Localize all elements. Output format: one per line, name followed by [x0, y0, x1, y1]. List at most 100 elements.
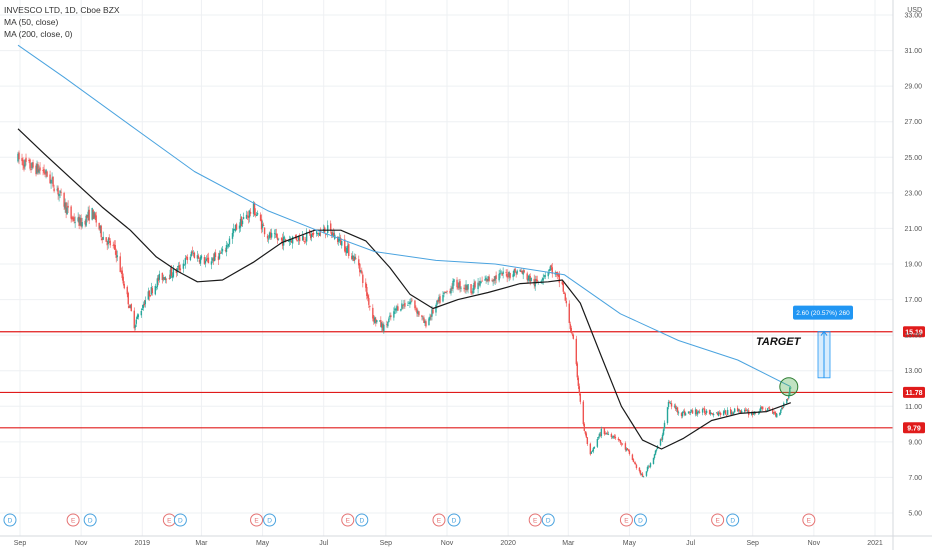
candle-body — [383, 324, 385, 332]
candle-body — [397, 306, 399, 311]
price-tick-label: 9.00 — [908, 439, 922, 446]
earnings-marker[interactable] — [66, 513, 80, 527]
candle-body — [374, 317, 376, 324]
candle-body — [558, 274, 560, 283]
candle-body — [717, 412, 720, 416]
candle-body — [499, 273, 501, 275]
candle-body — [330, 223, 332, 231]
earnings-marker[interactable] — [802, 513, 816, 527]
earnings-marker[interactable] — [250, 513, 264, 527]
candle-body — [450, 288, 452, 294]
candle-body — [719, 412, 722, 416]
candle-body — [570, 328, 572, 334]
candle-body — [662, 429, 665, 435]
range-arrow-head — [820, 330, 828, 336]
dividend-marker[interactable] — [263, 513, 277, 527]
indicator-ma50[interactable]: MA (50, close) — [4, 17, 59, 27]
target-range[interactable]: 2.60 (20.57%) 260 — [793, 305, 853, 379]
candle-body — [548, 269, 550, 271]
instrument-title[interactable]: INVESCO LTD, 1D, Cboe BZX — [4, 5, 120, 15]
level-price-tag — [903, 326, 925, 338]
dividend-marker[interactable] — [726, 513, 740, 527]
candle-body — [340, 238, 342, 245]
candle-body — [596, 438, 599, 447]
candle-body — [478, 283, 480, 285]
candle-body — [683, 410, 686, 415]
candle-body — [353, 256, 355, 261]
candle-body — [471, 292, 473, 294]
dividend-marker[interactable] — [541, 513, 555, 527]
earnings-marker[interactable] — [619, 513, 633, 527]
candle-body — [183, 264, 186, 266]
candle-body — [747, 410, 749, 412]
candle-body — [593, 446, 596, 449]
candle-body — [379, 320, 381, 322]
candle-body — [687, 411, 690, 414]
candle-body — [128, 305, 130, 309]
candle-body — [296, 240, 299, 242]
candle-body — [245, 214, 248, 219]
candle-body — [501, 272, 503, 276]
earnings-marker[interactable] — [528, 513, 542, 527]
currency-label: USD — [907, 7, 922, 14]
candle-body — [515, 273, 517, 275]
dividend-marker[interactable] — [83, 513, 97, 527]
candle-body — [408, 303, 410, 305]
price-tick-label: 25.00 — [904, 155, 922, 162]
dividend-marker[interactable] — [3, 513, 17, 527]
earnings-marker[interactable] — [341, 513, 355, 527]
candle-body — [563, 292, 565, 294]
candle-body — [549, 266, 551, 271]
earnings-marker[interactable] — [711, 513, 725, 527]
candle-body — [502, 271, 504, 274]
candle-body — [418, 311, 420, 316]
event-marker-label: D — [452, 518, 457, 525]
price-tick-label: 29.00 — [904, 84, 922, 91]
candle-body — [345, 250, 347, 253]
candle-body — [599, 434, 602, 436]
horizontal-levels[interactable]: 15.19 11.78 9.79 — [0, 326, 925, 434]
candle-body — [586, 437, 589, 444]
candle-body — [164, 277, 167, 281]
candle-body — [485, 277, 487, 280]
candle-body — [43, 168, 45, 173]
candle-body — [39, 167, 41, 171]
candle-body — [619, 439, 622, 443]
time-axis[interactable]: Sep Nov 2019 Mar May Jul Sep Nov 2020 Mar May Jul Se… — [0, 535, 932, 547]
dividend-marker[interactable] — [633, 513, 647, 527]
candle-body — [459, 281, 461, 289]
candle-body — [458, 282, 460, 288]
candle-body — [64, 202, 66, 209]
dividend-marker[interactable] — [447, 513, 461, 527]
dividend-marker[interactable] — [355, 513, 369, 527]
earnings-marker[interactable] — [432, 513, 446, 527]
candle-body — [726, 409, 729, 415]
time-tick-label: 2021 — [867, 540, 883, 547]
candle-body — [403, 304, 405, 305]
candle-body — [287, 241, 290, 243]
candle-body — [344, 239, 346, 252]
candle-body — [655, 449, 658, 451]
candle-body — [431, 309, 433, 317]
candle-body — [126, 286, 128, 295]
candle-body — [402, 304, 404, 306]
candle-body — [577, 377, 580, 386]
candle-body — [176, 268, 179, 272]
candle-body — [758, 412, 760, 414]
dividend-marker[interactable] — [173, 513, 187, 527]
candle-body — [437, 300, 439, 303]
candle-body — [184, 258, 187, 265]
indicator-ma200[interactable]: MA (200, close, 0) — [4, 29, 73, 39]
candle-body — [673, 405, 676, 407]
candle-body — [186, 257, 189, 261]
candle-body — [410, 301, 412, 303]
candle-body — [780, 409, 782, 414]
candle-body — [790, 387, 792, 389]
candle-body — [774, 412, 776, 414]
price-axis[interactable]: 5.00 7.00 9.00 11.00 13.00 15.00 17.00 19.00 21.… — [892, 0, 922, 550]
candle-body — [169, 269, 172, 279]
price-tick-label: 31.00 — [904, 48, 922, 55]
candle-body — [21, 158, 23, 162]
